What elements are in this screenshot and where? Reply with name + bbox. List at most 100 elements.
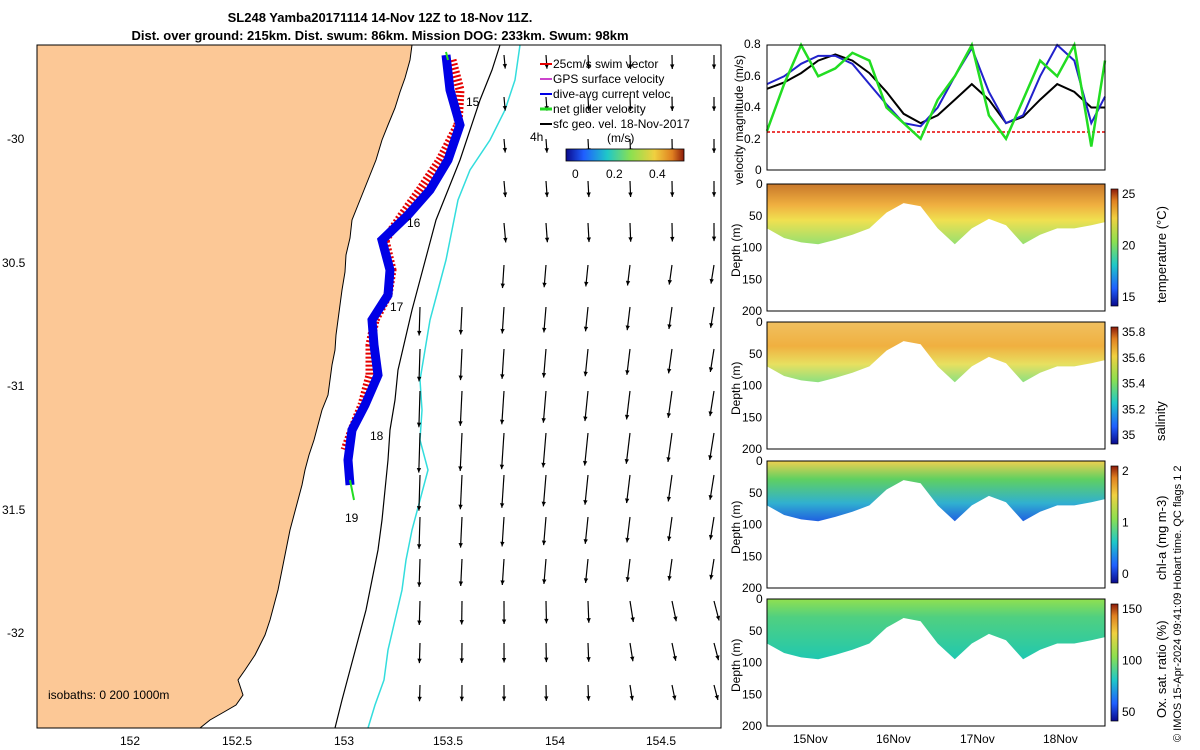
lat-tick-32: -32 xyxy=(7,626,25,640)
velocity-arrow-head xyxy=(708,534,714,540)
section-ytick: 200 xyxy=(742,719,762,733)
velocity-arrow-head xyxy=(499,503,505,508)
velocity-arrow-head xyxy=(586,237,591,243)
velocity-arrow-head xyxy=(417,696,422,702)
velocity-arrow-head xyxy=(711,236,717,242)
velocity-arrow-head xyxy=(583,500,588,505)
velocity-arrow-head xyxy=(541,540,547,546)
lon-tick-154: 154 xyxy=(545,734,565,748)
section-ctick: 2 xyxy=(1122,464,1129,478)
section-colorbar xyxy=(1110,465,1119,584)
velocity-plot-area xyxy=(767,45,1105,170)
velocity-arrow-shaft xyxy=(418,390,421,428)
section-frame xyxy=(766,460,1106,589)
velocity-arrow-shaft xyxy=(501,390,505,425)
colorbar-tick-02: 0.2 xyxy=(606,167,623,181)
velocity-arrow-head xyxy=(501,619,507,624)
velocity-arrow-head xyxy=(709,322,714,328)
velocity-arrow-head xyxy=(667,368,672,374)
velocity-arrow-head xyxy=(542,327,547,333)
section-ytick: 50 xyxy=(749,209,763,223)
section-ctick: 50 xyxy=(1122,705,1136,719)
velocity-arrow-head xyxy=(500,283,505,289)
day-label-15: 15 xyxy=(466,95,480,109)
velocity-arrow-head xyxy=(417,330,422,336)
velocity-arrow-head xyxy=(417,582,422,587)
section-ctick: 150 xyxy=(1122,602,1142,616)
velocity-arrow-head xyxy=(586,696,591,701)
section-ytick: 100 xyxy=(742,379,762,393)
vel-ytick-0.4: 0.4 xyxy=(744,100,761,114)
velocity-arrow-head xyxy=(502,105,507,111)
velocity-arrow-head xyxy=(708,455,713,460)
velocity-arrow-head xyxy=(586,192,591,198)
section-frame xyxy=(766,183,1106,312)
section-ctick: 35.8 xyxy=(1122,325,1146,339)
legend-item-gps: GPS surface velocity xyxy=(540,72,664,86)
section-ylabel: Depth (m) xyxy=(729,224,743,277)
velocity-arrow-head xyxy=(708,367,714,372)
velocity-arrow-shaft xyxy=(584,348,589,377)
velocity-series-line-0 xyxy=(766,53,1105,125)
lat-tick-31: -31 xyxy=(7,379,25,393)
velocity-arrow-head xyxy=(502,63,507,69)
section-ylabel: Depth (m) xyxy=(729,362,743,415)
velocity-arrow-head xyxy=(583,416,588,422)
land-area xyxy=(36,44,413,729)
velocity-arrow-head xyxy=(582,460,588,466)
velocity-arrow-head xyxy=(711,106,717,111)
velocity-arrow-shaft xyxy=(501,348,505,379)
velocity-arrow-head xyxy=(541,372,547,378)
section-clabel: salinity xyxy=(1153,401,1168,441)
velocity-arrow-head xyxy=(711,192,717,197)
velocity-arrow-head xyxy=(544,148,549,153)
velocity-arrow-head xyxy=(625,370,630,375)
velocity-arrow-head xyxy=(672,695,677,701)
chart-title-line1: SL248 Yamba20171114 14-Nov 12Z to 18-Nov… xyxy=(227,10,533,25)
section-ytick: 0 xyxy=(756,177,763,191)
surface-velocity-vector-field xyxy=(416,54,721,702)
section-clabel: Ox. sat. ratio (%) xyxy=(1154,620,1169,718)
velocity-arrow-shaft xyxy=(584,390,589,422)
section-clabel: chl-a (mg m-3) xyxy=(1154,495,1169,580)
section-fill xyxy=(767,461,1105,522)
section-ylabel: Depth (m) xyxy=(729,501,743,554)
section-frame xyxy=(766,321,1106,450)
velocity-arrow-head xyxy=(416,468,422,473)
day-label-18: 18 xyxy=(370,429,384,443)
colorbar-label: (m/s) xyxy=(607,131,634,145)
section-ytick: 150 xyxy=(742,687,762,701)
vel-ytick-0: 0 xyxy=(755,163,762,177)
legend-item-swim: 25cm/s swim vector xyxy=(540,57,658,71)
velocity-arrow-shaft xyxy=(460,306,463,335)
section-ytick: 100 xyxy=(742,518,762,532)
velocity-arrow-head xyxy=(715,655,720,661)
section-ctick: 15 xyxy=(1122,290,1136,304)
velocity-arrow-shaft xyxy=(460,558,463,587)
velocity-arrow-head xyxy=(630,656,635,662)
velocity-arrow-head xyxy=(499,464,505,470)
velocity-arrow-head xyxy=(544,657,549,663)
velocity-panel: 0.8 0.6 0.4 0.2 0 velocity magnitude (m/… xyxy=(732,37,1107,185)
isobath-200m xyxy=(367,44,521,729)
section-ytick: 150 xyxy=(742,272,762,286)
section-colorbar xyxy=(1110,326,1119,445)
velocity-series xyxy=(765,41,1107,147)
velocity-arrow-shaft xyxy=(418,558,421,587)
velocity-arrow-head xyxy=(544,192,550,198)
section-ctick: 35.4 xyxy=(1122,377,1146,391)
velocity-arrow-shaft xyxy=(626,474,631,504)
day-label-17: 17 xyxy=(390,300,404,314)
velocity-arrow-head xyxy=(500,374,505,379)
section-panel-3: 0 50 100 150 200 Depth (m) 2 1 0 chl-a (mg m-3) xyxy=(729,454,1169,595)
colorbar-tick-04: 0.4 xyxy=(649,167,666,181)
map-frame xyxy=(36,44,722,729)
velocity-arrow-head xyxy=(459,658,464,663)
section-ctick: 35.2 xyxy=(1122,402,1146,416)
velocity-arrow-head xyxy=(624,414,630,420)
velocity-arrow-head xyxy=(541,418,546,423)
section-ctick: 0 xyxy=(1122,567,1129,581)
velocity-arrow-head xyxy=(708,495,713,500)
map-panel: 15 16 17 18 19 4h isobaths: 0 200 1000m … xyxy=(2,44,722,748)
legend-label: net glider velocity xyxy=(553,102,646,116)
